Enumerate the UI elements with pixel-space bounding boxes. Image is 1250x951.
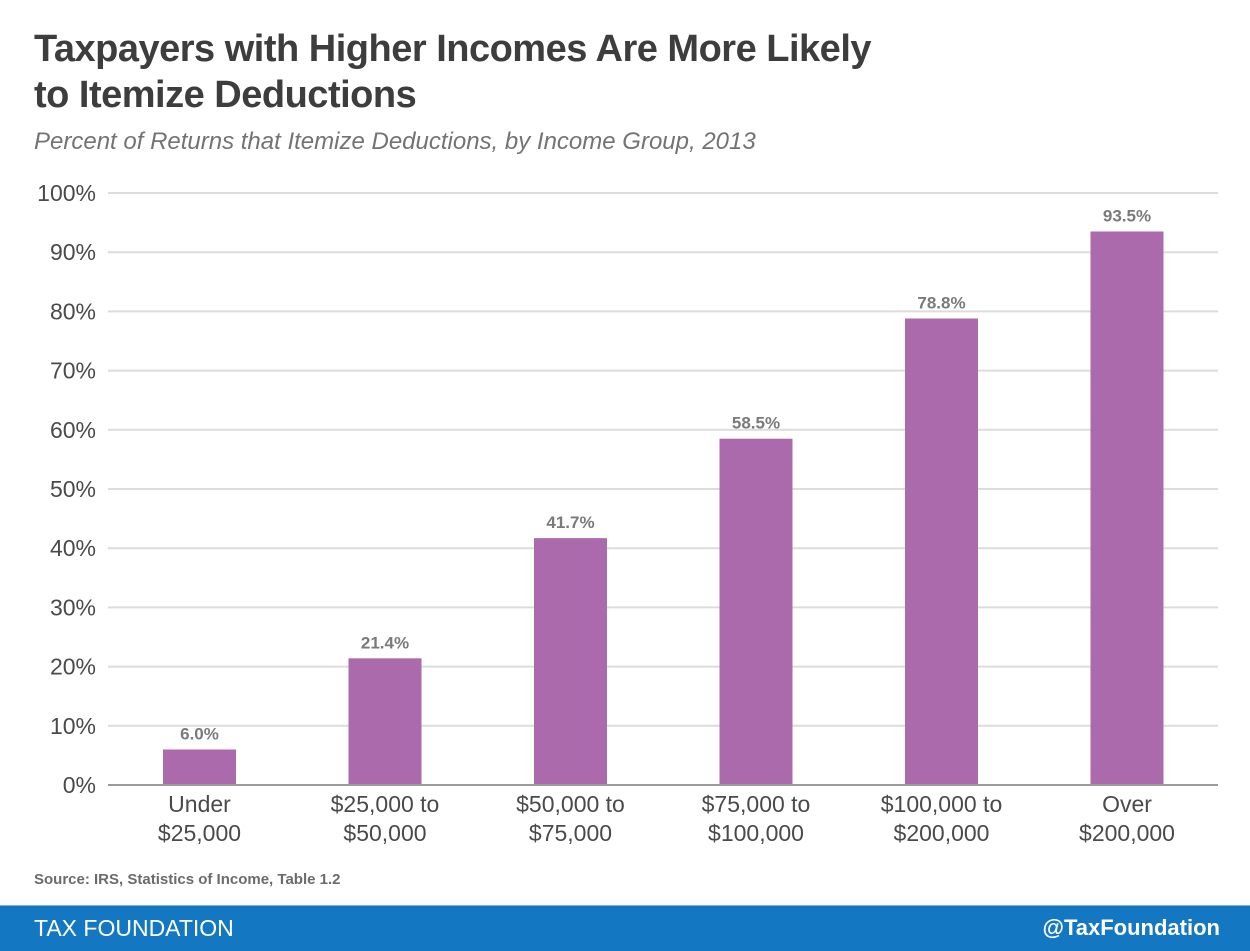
y-tick-label: 10%	[50, 713, 96, 739]
source-note: Source: IRS, Statistics of Income, Table…	[34, 871, 341, 888]
y-tick-label: 80%	[50, 298, 96, 324]
data-label: 93.5%	[1103, 206, 1151, 225]
y-tick-label: 100%	[37, 180, 96, 206]
x-tick-label: Over	[1102, 791, 1152, 817]
y-tick-label: 70%	[50, 358, 96, 384]
bar	[163, 749, 236, 785]
y-tick-label: 90%	[50, 239, 96, 265]
x-tick-label: $200,000	[1079, 820, 1175, 846]
data-label: 58.5%	[732, 414, 780, 433]
data-label: 78.8%	[917, 294, 965, 313]
x-tick-label: $50,000 to	[516, 791, 625, 817]
x-tick-label: $25,000	[158, 820, 241, 846]
chart-title-line-2: to Itemize Deductions	[34, 74, 417, 116]
y-tick-label: 0%	[63, 772, 96, 798]
x-tick-label: $75,000	[529, 820, 612, 846]
data-label: 41.7%	[546, 513, 594, 532]
x-tick-label: $200,000	[894, 820, 990, 846]
y-tick-label: 50%	[50, 476, 96, 502]
x-axis-ticks: Under $25,000 $25,000 to $50,000 $50,000 to $…	[158, 791, 1175, 846]
y-tick-label: 30%	[50, 594, 96, 620]
gridlines	[108, 192, 1218, 727]
y-tick-label: 20%	[50, 654, 96, 680]
footer-brand: TAX FOUNDATION	[34, 915, 234, 941]
bars	[163, 231, 1164, 786]
x-tick-label: $50,000	[343, 820, 426, 846]
bar-chart: 0% 10% 20% 30% 40% 50% 60% 70% 80% 90% 100% 6.0% 21…	[37, 180, 1218, 846]
bar	[1090, 231, 1164, 786]
x-tick-label: $100,000 to	[881, 791, 1003, 817]
chart-title-line-1: Taxpayers with Higher Incomes Are More L…	[34, 28, 872, 70]
y-tick-label: 60%	[50, 417, 96, 443]
data-label: 6.0%	[180, 724, 219, 743]
y-tick-label: 40%	[50, 535, 96, 561]
x-tick-label: $75,000 to	[702, 791, 811, 817]
y-axis-ticks: 0% 10% 20% 30% 40% 50% 60% 70% 80% 90% 100%	[37, 180, 96, 798]
data-labels: 6.0% 21.4% 41.7% 58.5% 78.8% 93.5%	[180, 206, 1151, 743]
bar	[534, 538, 607, 785]
bar	[719, 438, 793, 785]
x-tick-label: Under	[168, 791, 231, 817]
x-tick-label: $100,000	[708, 820, 804, 846]
x-tick-label: $25,000 to	[331, 791, 440, 817]
footer-bar: TAX FOUNDATION @TaxFoundation	[0, 905, 1250, 951]
chart-subtitle: Percent of Returns that Itemize Deductio…	[34, 128, 756, 155]
chart-title: Taxpayers with Higher Incomes Are More L…	[34, 26, 872, 118]
bar	[348, 658, 422, 785]
footer-handle: @TaxFoundation	[1042, 915, 1220, 940]
data-label: 21.4%	[361, 633, 409, 652]
bar	[905, 318, 978, 785]
